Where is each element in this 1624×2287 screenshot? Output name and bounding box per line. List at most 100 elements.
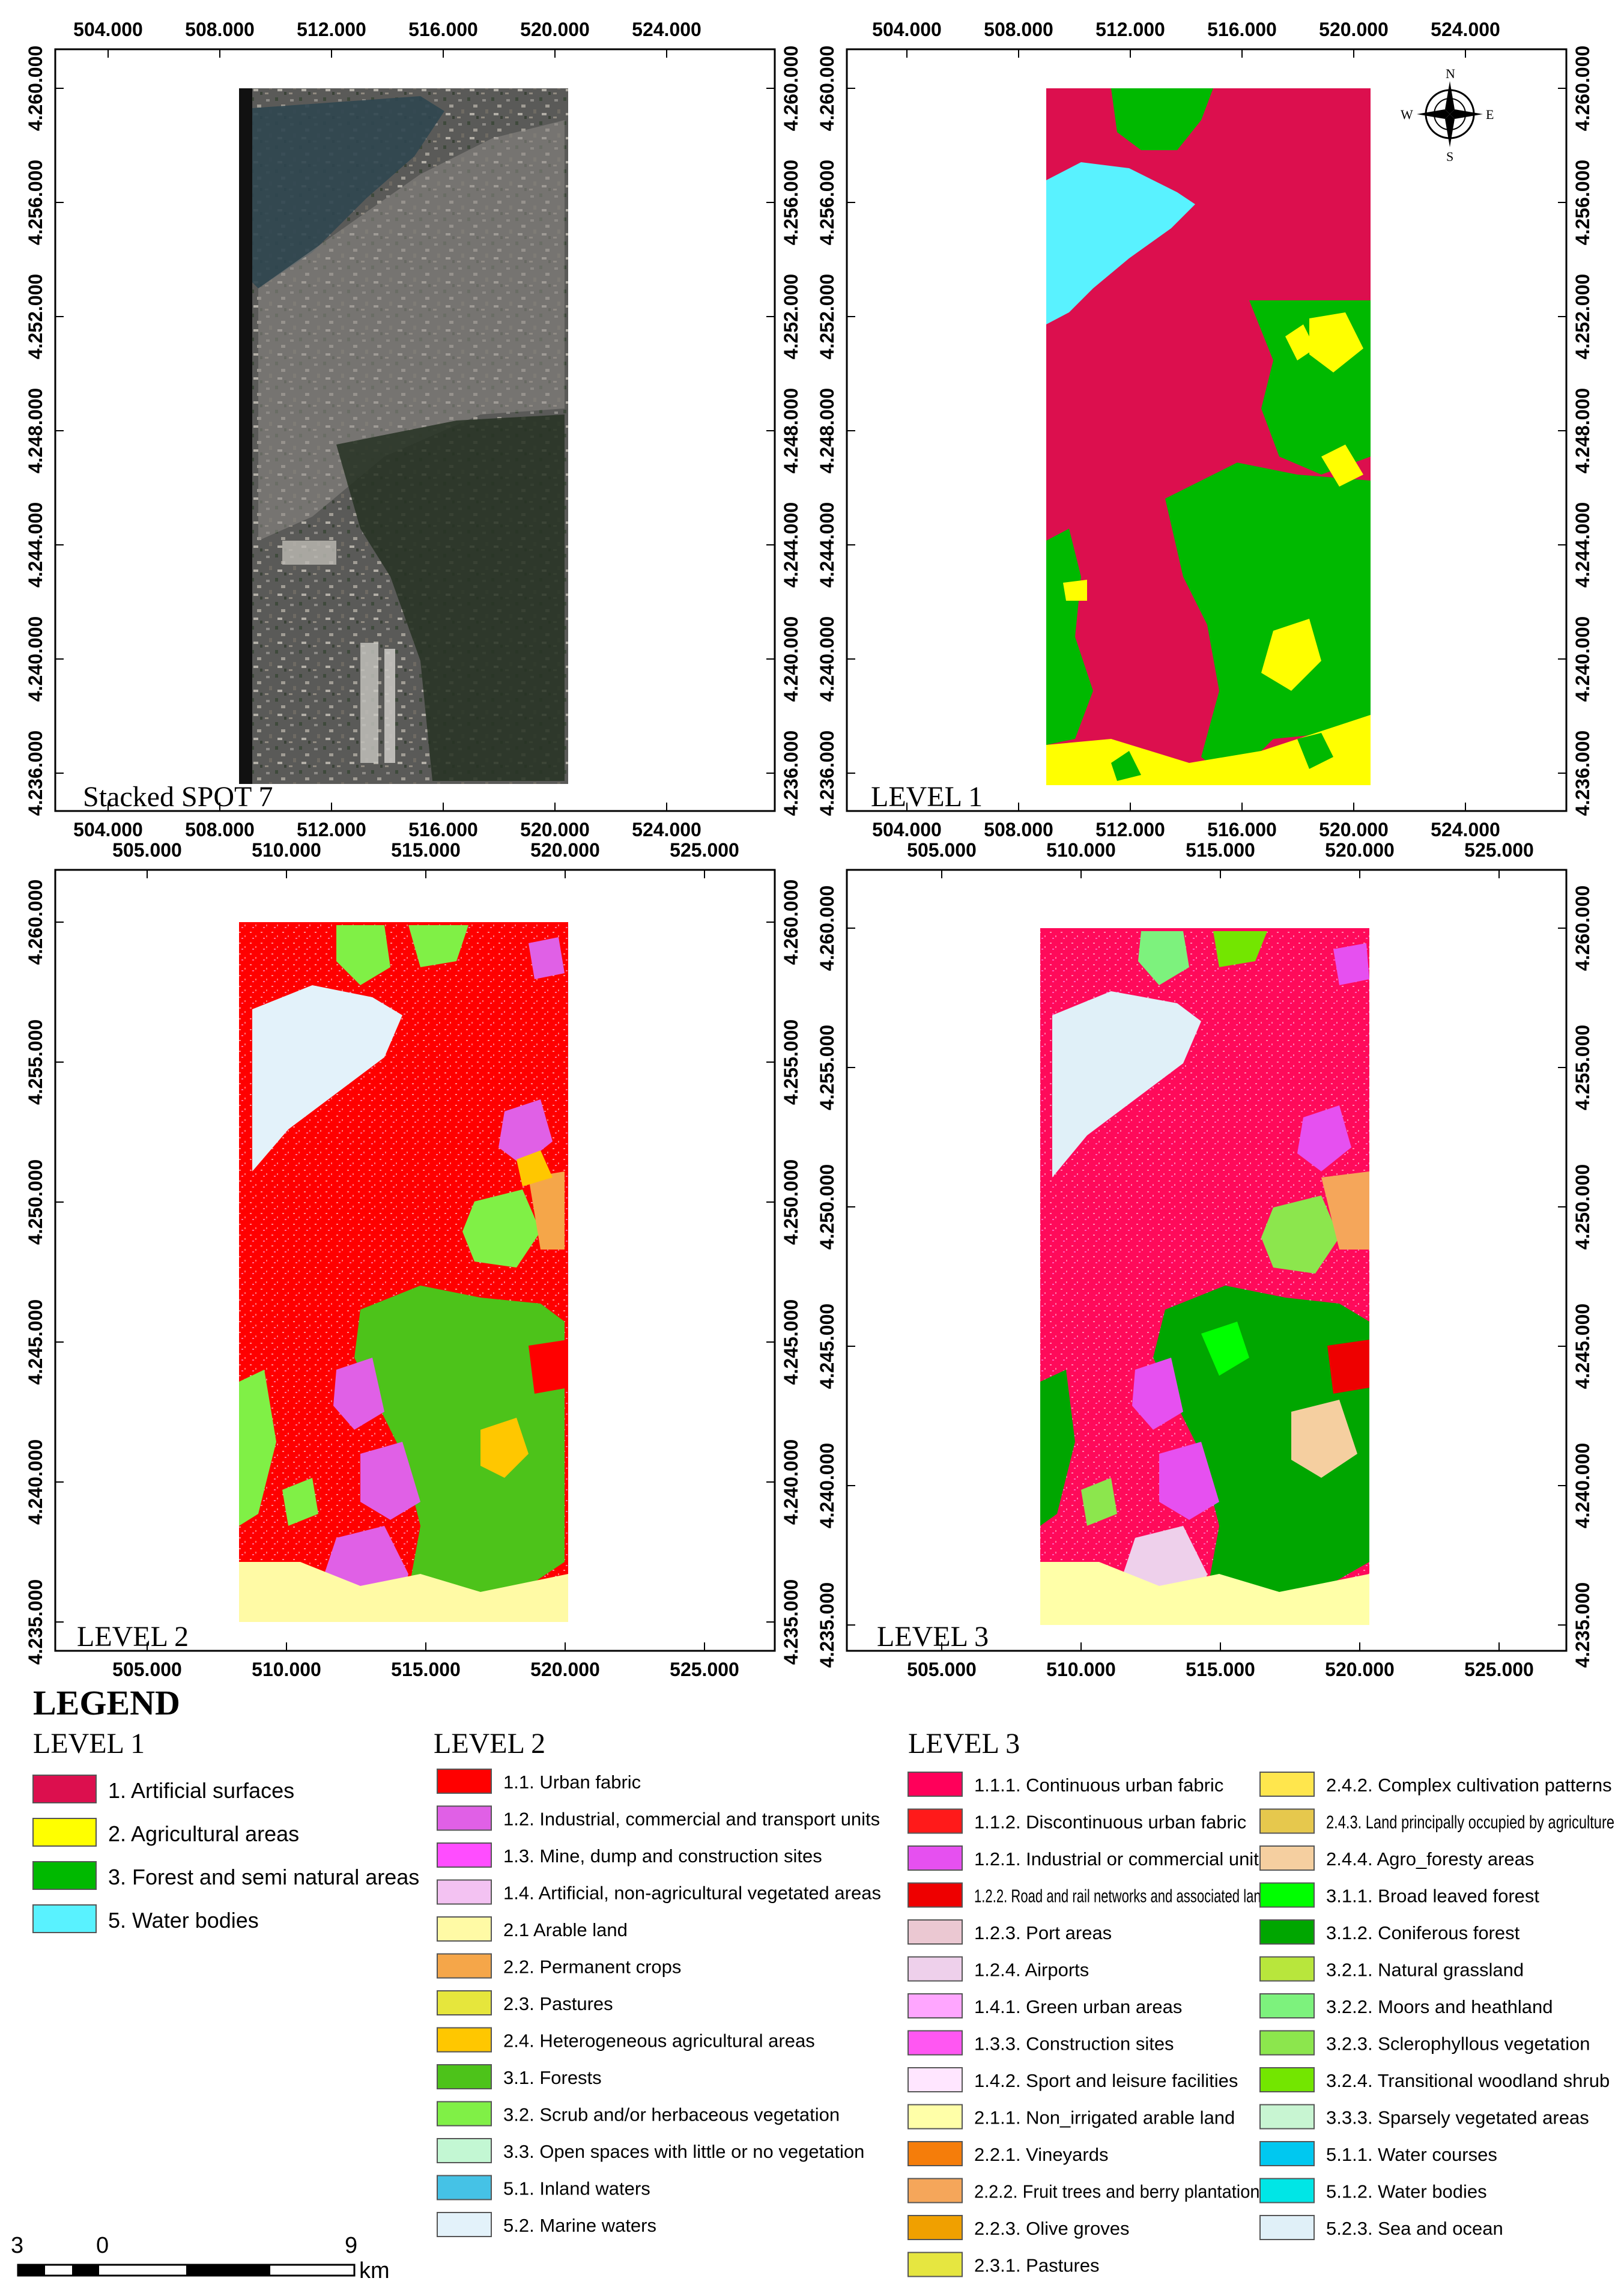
compass-s: S — [1446, 149, 1453, 164]
x-tick-label-bottom: 504.000 — [872, 819, 942, 840]
legend-level3-col2-items: 2.4.2. Complex cultivation patterns 2.4.3… — [1259, 1772, 1614, 2240]
legend-level3-title: LEVEL 3 — [908, 1728, 1020, 1760]
x-tick-label-top: 510.000 — [252, 839, 321, 861]
y-tick-label-left: 4.240.000 — [816, 616, 838, 702]
axis-ticks: 505.000 505.000 510.000 510.000 515.000 515.0… — [25, 839, 802, 1680]
x-tick-label-bottom: 505.000 — [907, 1659, 977, 1680]
x-tick-label-bottom: 520.000 — [530, 1659, 600, 1680]
legend-label: 3.1.1. Broad leaved forest — [1326, 1886, 1539, 1907]
y-tick-label-right: 4.248.000 — [780, 388, 802, 473]
legend-swatch — [1259, 1993, 1315, 2018]
x-tick-label-top: 508.000 — [185, 19, 255, 40]
y-tick-label-right: 4.235.000 — [1572, 1582, 1593, 1668]
compass-w: W — [1401, 107, 1413, 122]
legend-level2-items: 1.1. Urban fabric 1.2. Industrial, commer… — [437, 1769, 881, 2237]
x-tick-label-bottom: 515.000 — [391, 1659, 461, 1680]
legend-swatch — [907, 1993, 963, 2018]
legend-label: 2.1.1. Non_irrigated arable land — [974, 2107, 1235, 2128]
north-arrow-icon: N S E W — [1401, 66, 1494, 164]
y-tick-label-right: 4.256.000 — [1572, 160, 1593, 245]
y-tick-label-left: 4.260.000 — [816, 885, 838, 971]
legend-label: 3. Forest and semi natural areas — [108, 1865, 419, 1889]
y-tick-label-right: 4.240.000 — [780, 1439, 802, 1525]
x-tick-label-top: 525.000 — [1464, 839, 1534, 861]
x-tick-label-top: 504.000 — [73, 19, 143, 40]
legend-swatch — [907, 2030, 963, 2056]
x-tick-label-top: 508.000 — [984, 19, 1053, 40]
legend-label: 2.3.1. Pastures — [974, 2255, 1100, 2276]
y-tick-label-left: 4.250.000 — [25, 1159, 46, 1245]
legend-swatch — [1259, 1772, 1315, 1797]
legend-level1-items: 1. Artificial surfaces 2. Agricultural ar… — [32, 1775, 419, 1933]
y-tick-label-right: 4.235.000 — [780, 1579, 802, 1665]
panel-title: Stacked SPOT 7 — [83, 781, 273, 813]
legend-label: 1.2.4. Airports — [974, 1960, 1089, 1981]
legend-label: 3.2.2. Moors and heathland — [1326, 1996, 1553, 2017]
scale-unit: km — [359, 2258, 390, 2283]
legend-swatch — [32, 1861, 97, 1890]
x-tick-label-bottom: 525.000 — [1464, 1659, 1534, 1680]
scale-label-right: 9 — [345, 2233, 357, 2258]
legend-label: 1.4.1. Green urban areas — [974, 1996, 1182, 2017]
y-tick-label-right: 4.240.000 — [1572, 1443, 1593, 1528]
legend-swatch — [1259, 1956, 1315, 1982]
scale-bar: 3 0 9 km — [11, 2233, 390, 2283]
legend-label: 2.4.4. Agro_foresty areas — [1326, 1848, 1534, 1869]
x-tick-label-top: 515.000 — [1186, 839, 1255, 861]
panel-level1: N S E W LEVEL 1 504.000 504.000 508.000 508… — [816, 19, 1593, 840]
y-tick-label-left: 4.260.000 — [25, 879, 46, 965]
y-tick-label-left: 4.252.000 — [25, 274, 46, 359]
legend-swatch — [32, 1904, 97, 1933]
y-tick-label-right: 4.245.000 — [1572, 1304, 1593, 1389]
y-tick-label-left: 4.255.000 — [25, 1019, 46, 1105]
legend-label: 5.2. Marine waters — [503, 2215, 656, 2236]
y-tick-label-right: 4.244.000 — [780, 502, 802, 588]
panel-title: LEVEL 2 — [77, 1621, 189, 1653]
y-tick-label-right: 4.252.000 — [780, 274, 802, 359]
y-tick-label-left: 4.256.000 — [25, 160, 46, 245]
x-tick-label-bottom: 520.000 — [1325, 1659, 1395, 1680]
x-tick-label-top: 520.000 — [520, 19, 590, 40]
x-tick-label-bottom: 505.000 — [112, 1659, 182, 1680]
axis-ticks: 505.000 505.000 510.000 510.000 515.000 515.0… — [816, 839, 1593, 1680]
y-tick-label-left: 4.252.000 — [816, 274, 838, 359]
compass-n: N — [1446, 66, 1455, 81]
y-tick-label-left: 4.245.000 — [25, 1299, 46, 1385]
legend-swatch — [907, 2178, 963, 2203]
y-tick-label-left: 4.256.000 — [816, 160, 838, 245]
legend-label: 1.1.2. Discontinuous urban fabric — [974, 1812, 1246, 1833]
legend-swatch — [1259, 2104, 1315, 2130]
panel-spot7: Stacked SPOT 7 504.000 504.000 508.000 508.… — [25, 19, 802, 840]
panel-level3: LEVEL 3 505.000 505.000 510.000 510.000 515.… — [816, 839, 1593, 1680]
legend-swatch — [1259, 2030, 1315, 2056]
legend-swatch — [1259, 2178, 1315, 2203]
legend-swatch — [437, 2138, 492, 2163]
x-tick-label-bottom: 520.000 — [520, 819, 590, 840]
legend-label: 1. Artificial surfaces — [108, 1778, 294, 1803]
legend-label: 2.2.3. Olive groves — [974, 2218, 1129, 2239]
y-tick-label-left: 4.235.000 — [816, 1582, 838, 1668]
legend-swatch — [1259, 2067, 1315, 2092]
legend-label: 2.1 Arable land — [503, 1919, 628, 1940]
legend-swatch — [437, 2175, 492, 2200]
x-tick-label-bottom: 525.000 — [670, 1659, 739, 1680]
legend-swatch — [907, 1882, 963, 1908]
x-tick-label-bottom: 524.000 — [632, 819, 701, 840]
axis-ticks: 504.000 504.000 508.000 508.000 512.000 512.0… — [816, 19, 1593, 840]
y-tick-label-left: 4.236.000 — [816, 730, 838, 816]
x-tick-label-top: 516.000 — [1207, 19, 1277, 40]
level1-map — [1046, 88, 1371, 785]
legend-swatch — [907, 1772, 963, 1797]
legend-swatch — [437, 2212, 492, 2237]
y-tick-label-left: 4.260.000 — [816, 46, 838, 131]
y-tick-label-right: 4.250.000 — [780, 1159, 802, 1245]
legend-swatch — [437, 2101, 492, 2127]
legend-swatch — [437, 1953, 492, 1979]
legend-label: 5. Water bodies — [108, 1908, 259, 1933]
x-tick-label-bottom: 510.000 — [1046, 1659, 1116, 1680]
legend-label: 3.2. Scrub and/or herbaceous vegetation — [503, 2104, 840, 2125]
axis-ticks: 504.000 504.000 508.000 508.000 512.000 512.0… — [25, 19, 802, 840]
x-tick-label-top: 512.000 — [1095, 19, 1165, 40]
legend-label: 1.2.3. Port areas — [974, 1922, 1112, 1943]
scale-label-left: 3 — [11, 2233, 23, 2258]
